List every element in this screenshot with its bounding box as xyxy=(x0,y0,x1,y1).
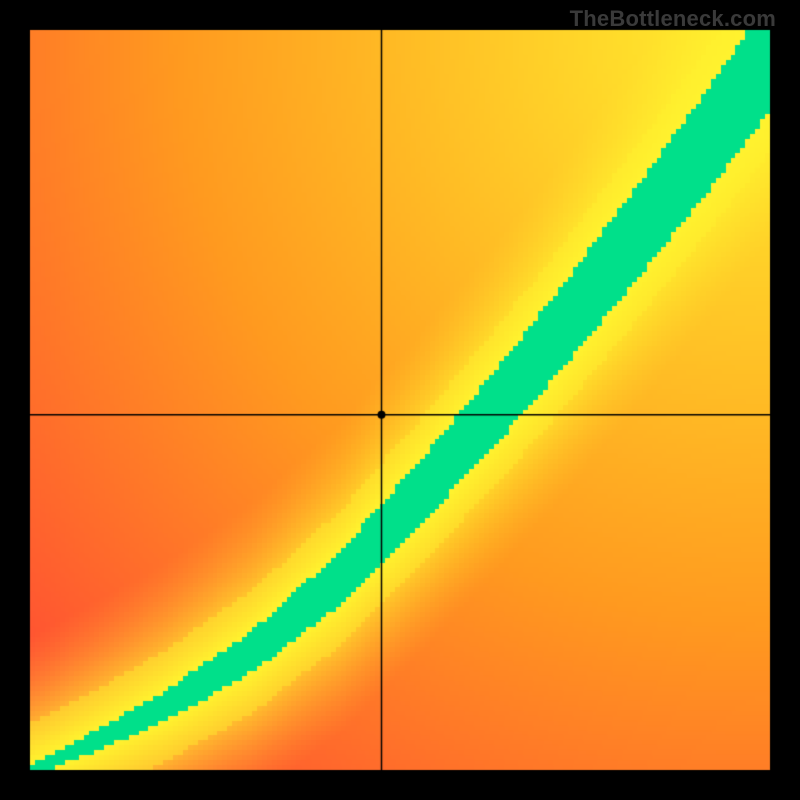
chart-container: TheBottleneck.com xyxy=(0,0,800,800)
bottleneck-heatmap xyxy=(0,0,800,800)
watermark-text: TheBottleneck.com xyxy=(570,6,776,32)
